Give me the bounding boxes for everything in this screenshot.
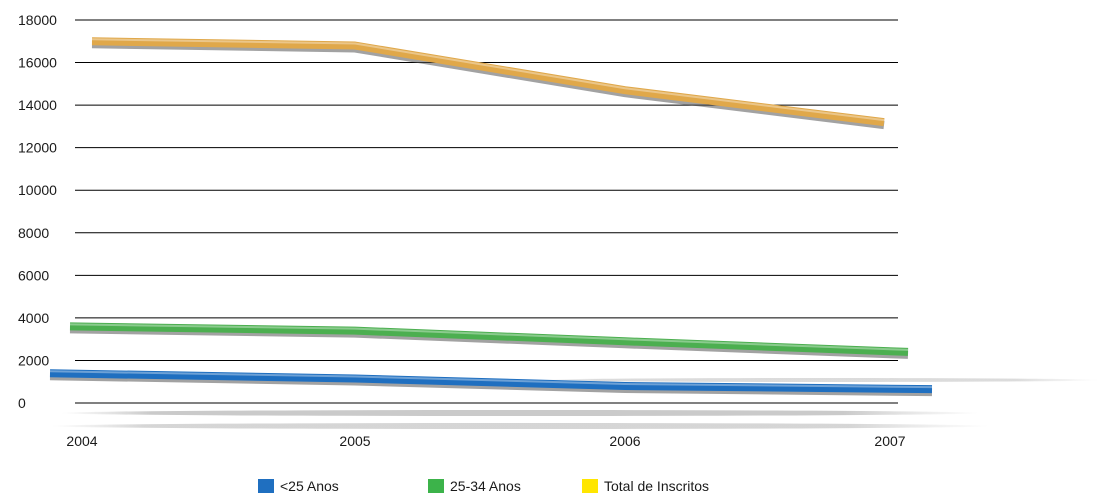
series-line — [49, 369, 933, 394]
legend-swatch-total-inscritos — [582, 479, 598, 493]
y-tick-label: 2000 — [18, 352, 49, 368]
y-tick-label: 16000 — [18, 55, 57, 71]
legend-item-under-25: <25 Anos — [258, 478, 339, 494]
legend-label-under-25: <25 Anos — [280, 478, 339, 494]
x-tick-label: 2007 — [874, 433, 905, 449]
x-tick-label: 2005 — [339, 433, 370, 449]
legend-item-25-34: 25-34 Anos — [428, 478, 521, 494]
series-line — [91, 37, 885, 127]
y-tick-label: 6000 — [18, 267, 49, 283]
y-tick-label: 0 — [18, 395, 26, 411]
series-line — [69, 322, 909, 356]
y-tick-label: 8000 — [18, 225, 49, 241]
series-highlight — [69, 323, 909, 351]
y-tick-label: 12000 — [18, 140, 57, 156]
x-axis-tick-labels: 2004 2005 2006 2007 — [66, 433, 905, 449]
y-tick-label: 10000 — [18, 182, 57, 198]
legend-swatch-under-25 — [258, 479, 274, 493]
legend-label-total-inscritos: Total de Inscritos — [604, 478, 710, 494]
legend-item-total-inscritos: Total de Inscritos — [582, 478, 709, 494]
y-tick-label: 18000 — [18, 12, 57, 28]
legend: <25 Anos 25-34 Anos Total de Inscritos — [0, 476, 1102, 494]
line-chart: 0 2000 4000 6000 8000 10000 12000 14000 16000 180… — [18, 12, 1100, 449]
y-tick-label: 4000 — [18, 310, 49, 326]
y-tick-label: 14000 — [18, 97, 57, 113]
series-highlight — [49, 370, 933, 389]
series-highlight — [91, 38, 885, 122]
x-tick-label: 2004 — [66, 433, 97, 449]
legend-label-25-34: 25-34 Anos — [450, 478, 521, 494]
series-shadow — [91, 40, 885, 130]
floor-shadows — [50, 378, 1100, 429]
y-axis-tick-labels: 0 2000 4000 6000 8000 10000 12000 14000 16000 180… — [18, 12, 57, 411]
legend-swatch-25-34 — [428, 479, 444, 493]
x-tick-label: 2006 — [609, 433, 640, 449]
series-lines — [49, 37, 933, 397]
